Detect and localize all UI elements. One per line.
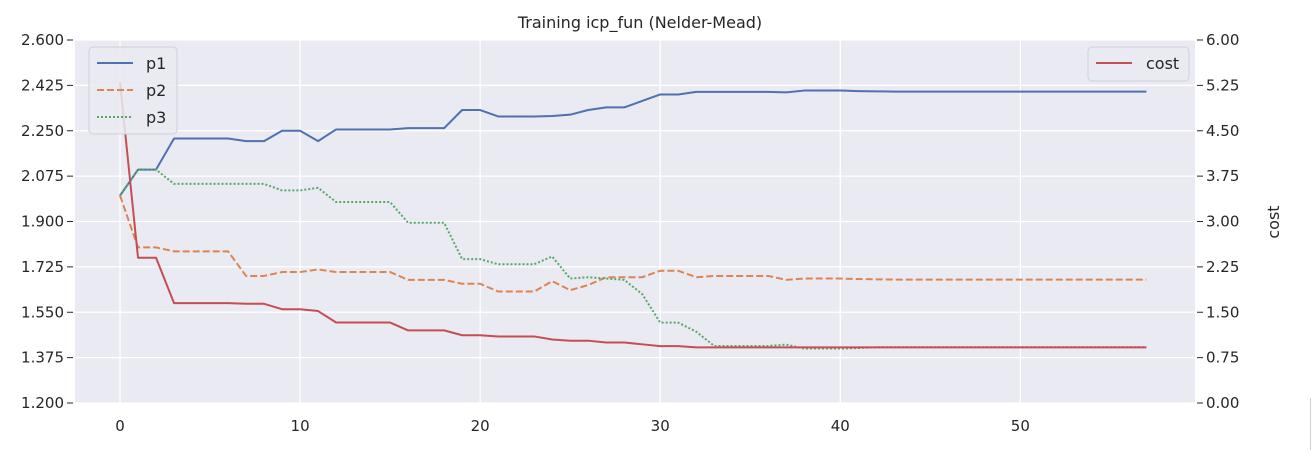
left-tick-label-6: 2.250 bbox=[21, 122, 64, 140]
x-tick-label-5: 50 bbox=[1011, 417, 1030, 435]
left-tick-label-1: 1.375 bbox=[21, 349, 64, 367]
x-tick-label-1: 10 bbox=[291, 417, 310, 435]
legend-label-p1: p1 bbox=[146, 54, 166, 73]
legend-label-p2: p2 bbox=[146, 81, 166, 100]
left-tick-label-4: 1.900 bbox=[21, 213, 64, 231]
right-tick-label-5: 3.75 bbox=[1206, 167, 1239, 185]
left-tick-label-2: 1.550 bbox=[21, 303, 64, 321]
x-tick-label-0: 0 bbox=[115, 417, 125, 435]
right-axis-ticks: 0.00 0.75 1.50 2.25 3.00 3.75 4.50 5.25 6.00 bbox=[1197, 31, 1239, 412]
left-axis-ticks: 1.200 1.375 1.550 1.725 1.900 2.075 2.250 2.425… bbox=[21, 31, 73, 412]
x-tick-label-2: 20 bbox=[471, 417, 490, 435]
right-tick-label-6: 4.50 bbox=[1206, 122, 1239, 140]
x-tick-label-3: 30 bbox=[651, 417, 670, 435]
left-tick-label-8: 2.600 bbox=[21, 31, 64, 49]
right-tick-label-0: 0.00 bbox=[1206, 394, 1239, 412]
window-edge-line bbox=[1310, 398, 1311, 450]
x-axis-ticks: 0 10 20 30 40 50 bbox=[115, 417, 1030, 435]
right-tick-label-4: 3.00 bbox=[1206, 213, 1239, 231]
grid bbox=[75, 39, 1195, 404]
series-line-p2 bbox=[119, 195, 1147, 293]
series-line-p1 bbox=[119, 89, 1147, 197]
right-axis-label: cost bbox=[1264, 205, 1283, 238]
series-layer bbox=[119, 82, 1147, 350]
left-tick-label-5: 2.075 bbox=[21, 167, 64, 185]
left-tick-label-0: 1.200 bbox=[21, 394, 64, 412]
legend-left: p1 p2 p3 bbox=[88, 46, 178, 135]
legend-right: cost bbox=[1087, 46, 1190, 82]
left-tick-label-3: 1.725 bbox=[21, 258, 64, 276]
left-tick-label-7: 2.425 bbox=[21, 76, 64, 94]
chart-title: Training icp_fun (Nelder-Mead) bbox=[517, 13, 762, 33]
right-tick-label-7: 5.25 bbox=[1206, 76, 1239, 94]
series-line-cost bbox=[119, 82, 1147, 349]
right-tick-label-1: 0.75 bbox=[1206, 349, 1239, 367]
legend-label-p3: p3 bbox=[146, 108, 166, 127]
x-tick-label-4: 40 bbox=[831, 417, 850, 435]
right-tick-label-3: 2.25 bbox=[1206, 258, 1239, 276]
right-tick-label-8: 6.00 bbox=[1206, 31, 1239, 49]
legend-right-box bbox=[1087, 46, 1190, 82]
legend-label-cost: cost bbox=[1146, 54, 1179, 73]
right-tick-label-2: 1.50 bbox=[1206, 303, 1239, 321]
